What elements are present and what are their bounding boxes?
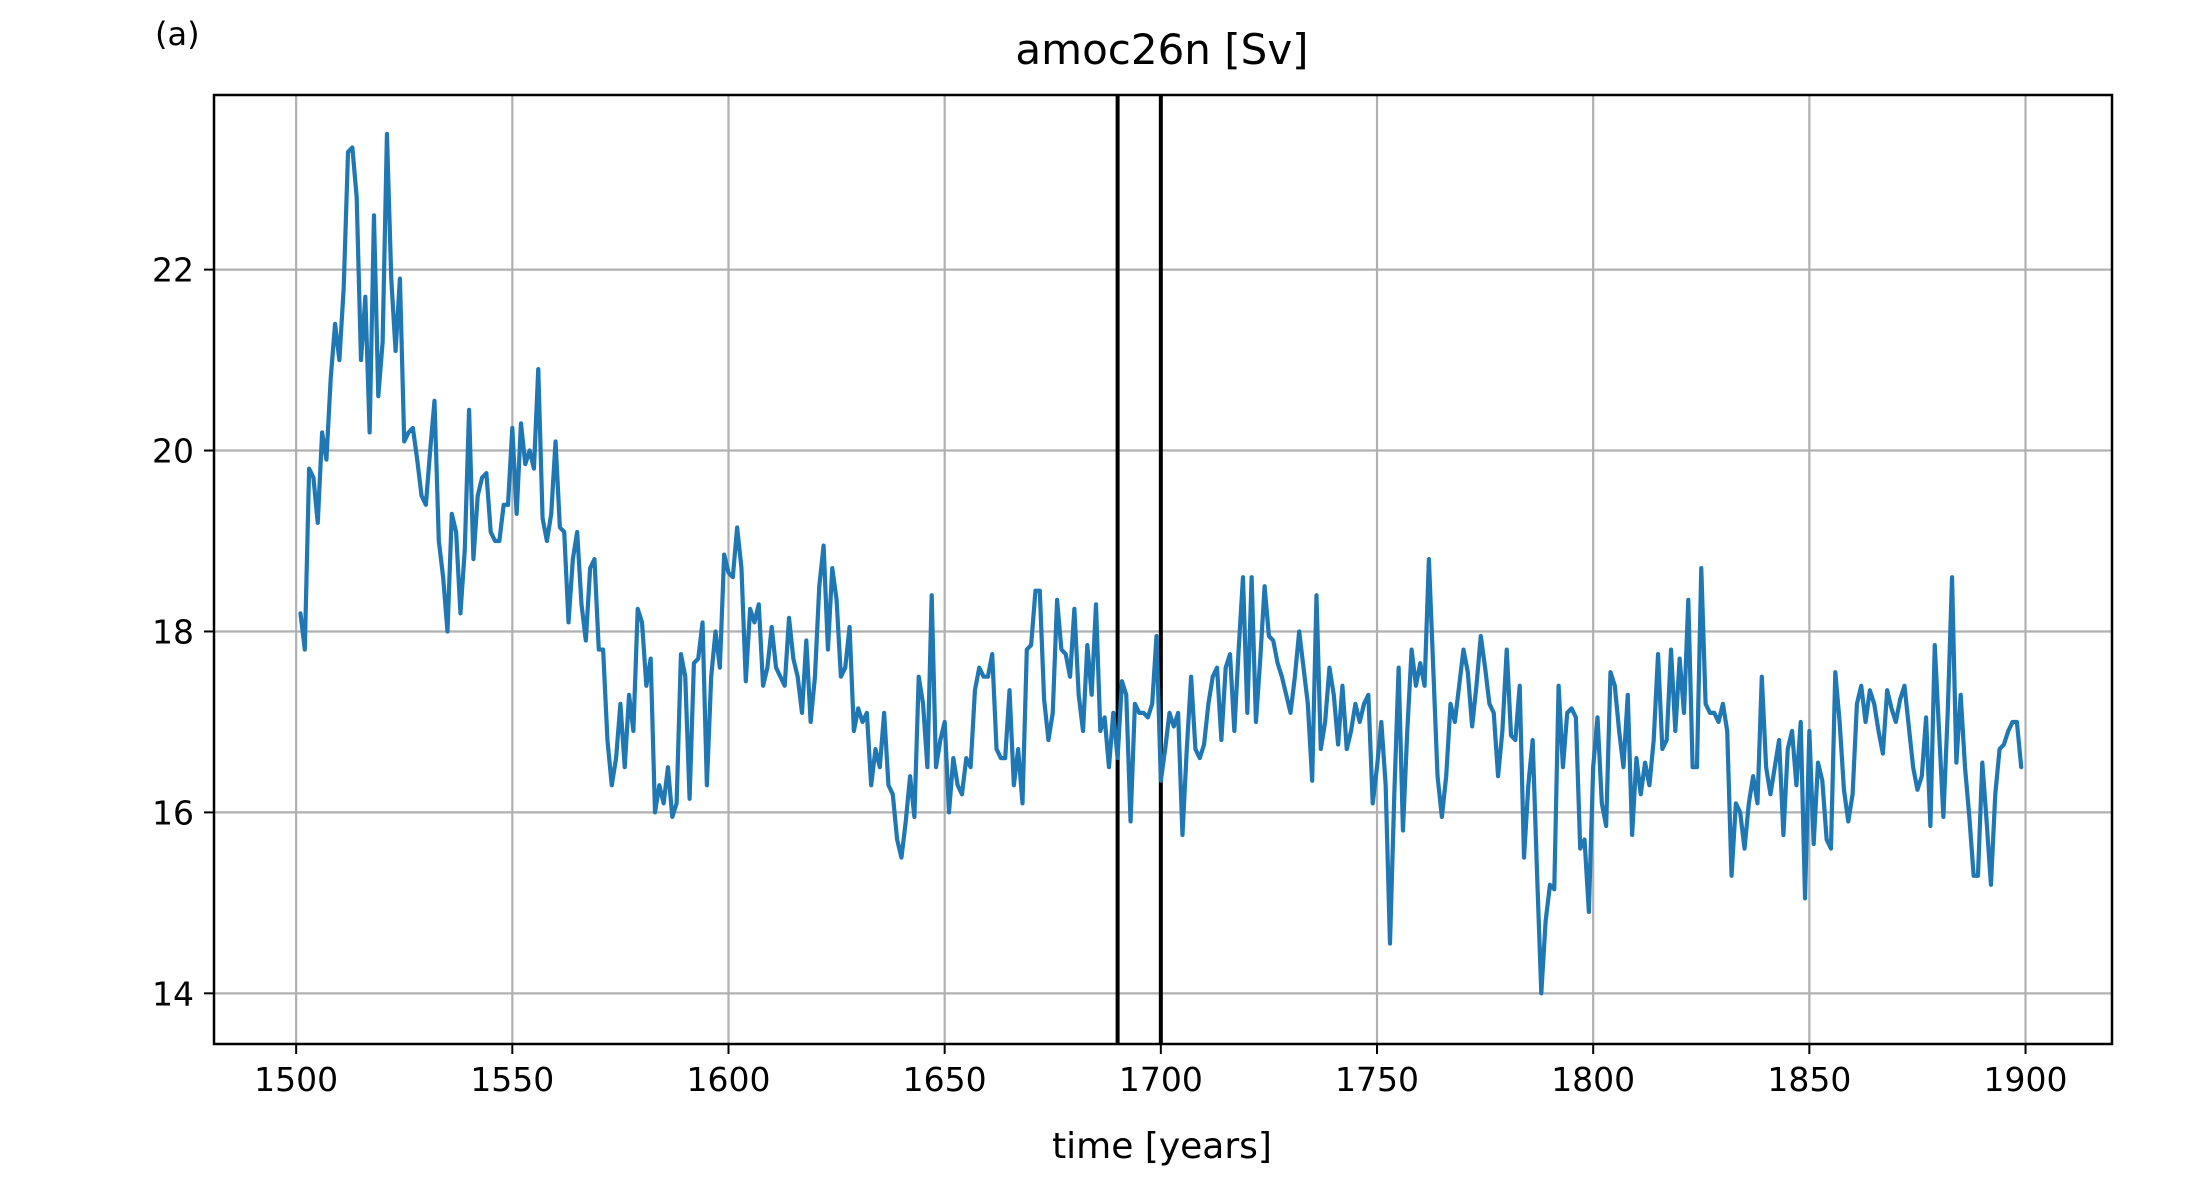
- y-tick-label: 22: [152, 251, 194, 290]
- x-tick-label: 1550: [470, 1060, 554, 1099]
- plot-frame: [212, 93, 2114, 1046]
- x-tick-label: 1600: [686, 1060, 770, 1099]
- panel-label: (a): [155, 15, 200, 53]
- x-tick-label: 1750: [1335, 1060, 1419, 1099]
- x-tick-label: 1800: [1551, 1060, 1635, 1099]
- series-line: [298, 131, 2024, 996]
- x-tick-label: 1650: [903, 1060, 987, 1099]
- x-tick-label: 1850: [1767, 1060, 1851, 1099]
- x-tick-label: 1500: [254, 1060, 338, 1099]
- x-tick-label: 1900: [1984, 1060, 2068, 1099]
- y-axis-ticks: 14 16 18 20 22: [152, 251, 214, 1013]
- y-tick-label: 20: [152, 432, 194, 471]
- x-axis-ticks: 1500 1550 1600 1650 1700 1750 1800 1850 1900: [254, 1044, 2068, 1099]
- y-tick-label: 18: [152, 612, 194, 651]
- grid-lines: [214, 95, 2112, 1044]
- chart-title: amoc26n [Sv]: [1015, 25, 1308, 74]
- x-tick-label: 1700: [1119, 1060, 1203, 1099]
- x-axis-label: time [years]: [1052, 1126, 1272, 1167]
- vertical-marker-lines: [1115, 95, 1163, 1044]
- y-tick-label: 14: [152, 974, 194, 1013]
- series-group: [298, 131, 2024, 996]
- y-tick-label: 16: [152, 793, 194, 832]
